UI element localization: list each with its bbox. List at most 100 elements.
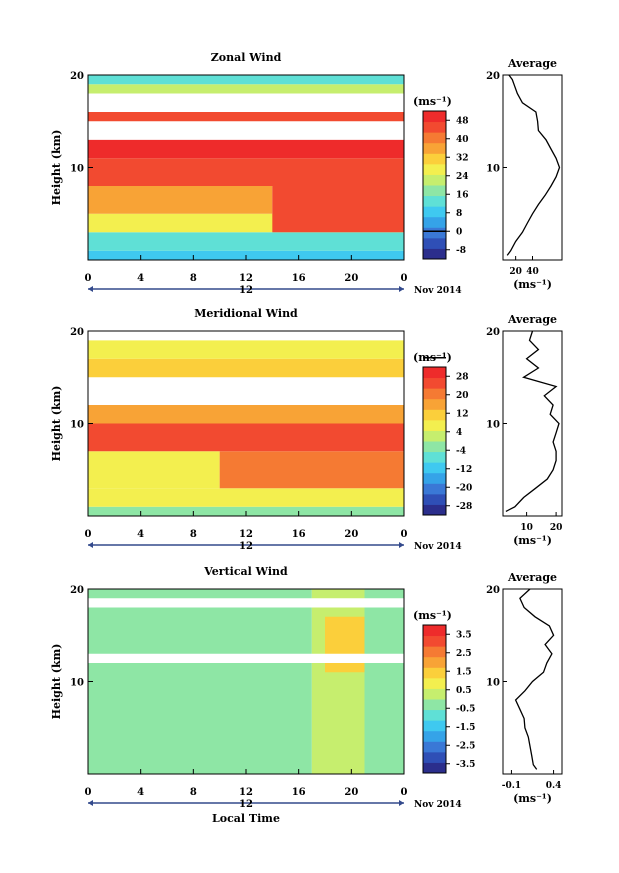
colorbar-segment	[423, 142, 446, 154]
colorbar-tick-label: -20	[456, 483, 472, 493]
colorbar-tick-label: -3.5	[456, 760, 475, 770]
colorbar-frame	[422, 110, 447, 260]
colorbar-segment	[423, 111, 446, 123]
colorbar-segment	[423, 762, 446, 774]
x-tick-label: 0	[401, 529, 408, 540]
x-tick-label: 12	[239, 273, 253, 284]
colorbar-segment	[423, 206, 446, 218]
day-label: 12	[239, 541, 253, 552]
colorbar-tick-label: -0.5	[456, 704, 475, 714]
average-x-tick-label: -0.1	[502, 781, 521, 791]
y-tick-label: 10	[70, 420, 84, 431]
colorbar-tick-label: 24	[456, 172, 469, 182]
colorbar-tick-label: -1.5	[456, 723, 475, 733]
heatmap-cell	[219, 451, 404, 489]
colorbar-segment	[423, 688, 446, 700]
average-frame	[502, 330, 563, 517]
y-tick-label: 20	[70, 327, 84, 338]
colorbar-segment	[423, 153, 446, 165]
colorbar-segment	[423, 174, 446, 186]
colorbar-tick-label: -2.5	[456, 741, 475, 751]
colorbar-tick-label: 20	[456, 391, 469, 401]
day-span-arrow-left-icon	[88, 800, 93, 806]
colorbar-segment	[423, 227, 446, 239]
colorbar-segment	[423, 121, 446, 133]
x-tick-label: 8	[190, 529, 197, 540]
colorbar-tick-label: 3.5	[456, 630, 472, 640]
colorbar-tick-label: 8	[456, 209, 462, 219]
heatmap-cell	[88, 488, 404, 507]
x-tick-label: 4	[137, 787, 144, 798]
colorbar-segment	[423, 504, 446, 516]
average-y-tick-label: 10	[486, 420, 500, 431]
average-x-tick-label: 10	[520, 523, 533, 533]
colorbar-segment	[423, 367, 446, 379]
x-tick-label: 12	[239, 529, 253, 540]
average-line	[514, 588, 555, 770]
colorbar-segment	[423, 625, 446, 637]
colorbar: 3.5 2.5 1.5 0.5 -0.5 -1.5 -2.5 -3.5	[422, 624, 475, 774]
average-x-label: (ms⁻¹)	[513, 534, 552, 547]
day-span-arrow-right-icon	[399, 800, 404, 806]
colorbar-segment	[423, 730, 446, 742]
heatmap-cell	[88, 653, 404, 663]
heatmap-cell	[88, 112, 404, 122]
average-profile: Average 20 10 20 40(ms⁻¹)	[486, 57, 563, 291]
heatmap-cell	[88, 139, 404, 159]
month-label: Nov 2014	[414, 800, 462, 810]
heatmap-cell	[88, 75, 404, 85]
heatmap-cell	[88, 186, 273, 214]
colorbar-segment	[423, 398, 446, 410]
x-tick-label: 0	[85, 273, 92, 284]
y-axis-label: Height (km)	[50, 130, 63, 206]
colorbar-tick-label: 32	[456, 153, 469, 163]
colorbar-segment	[423, 656, 446, 668]
average-x-tick-label: 20	[509, 267, 522, 277]
x-tick-label: 20	[344, 787, 358, 798]
colorbar-tick-label: 28	[456, 372, 469, 382]
average-x-label: (ms⁻¹)	[513, 278, 552, 291]
colorbar-tick-label: 48	[456, 116, 469, 126]
day-span-arrow-left-icon	[88, 286, 93, 292]
x-tick-label: 12	[239, 787, 253, 798]
panel-meridional-wind: Meridional Wind 20 10 Height (km) 0 4 8 12 16 20 0…	[50, 307, 563, 552]
heatmap-cell	[364, 589, 404, 774]
colorbar-tick-label: 1.5	[456, 667, 472, 677]
y-tick-label: 20	[70, 71, 84, 82]
heatmap	[88, 331, 404, 516]
x-tick-label: 8	[190, 787, 197, 798]
average-title: Average	[507, 313, 557, 326]
heatmap-cell	[88, 121, 404, 140]
colorbar-segment	[423, 132, 446, 144]
y-tick-label: 10	[70, 164, 84, 175]
x-tick-label: 4	[137, 273, 144, 284]
y-axis-label: Height (km)	[50, 644, 63, 720]
x-tick-label: 0	[85, 529, 92, 540]
average-line	[505, 330, 560, 512]
colorbar-tick-label: 0	[456, 227, 462, 237]
average-title: Average	[507, 57, 557, 70]
colorbar-segment	[423, 635, 446, 647]
colorbar: 28 20 12 4 -4 -12 -20 -28	[422, 357, 472, 516]
average-x-tick-label: 20	[550, 523, 563, 533]
panel-title: Meridional Wind	[194, 307, 298, 320]
average-y-tick-label: 20	[486, 327, 500, 338]
heatmap-cell	[88, 158, 404, 186]
heatmap-cell	[88, 331, 404, 341]
colorbar-segment	[423, 419, 446, 431]
colorbar-unit-label: (ms⁻¹)	[413, 609, 452, 622]
colorbar-segment	[423, 741, 446, 753]
colorbar-segment	[423, 709, 446, 721]
colorbar-tick-label: -28	[456, 502, 472, 512]
colorbar-tick-label: 12	[456, 409, 469, 419]
heatmap-cell	[88, 340, 404, 359]
average-profile: Average 20 10 -0.1 0.4(ms⁻¹)	[486, 571, 563, 805]
colorbar: 48 40 32 24 16 8 0 -8	[422, 110, 469, 260]
x-tick-label: 20	[344, 529, 358, 540]
x-tick-label: 0	[85, 787, 92, 798]
colorbar-segment	[423, 699, 446, 711]
month-label: Nov 2014	[414, 542, 462, 552]
